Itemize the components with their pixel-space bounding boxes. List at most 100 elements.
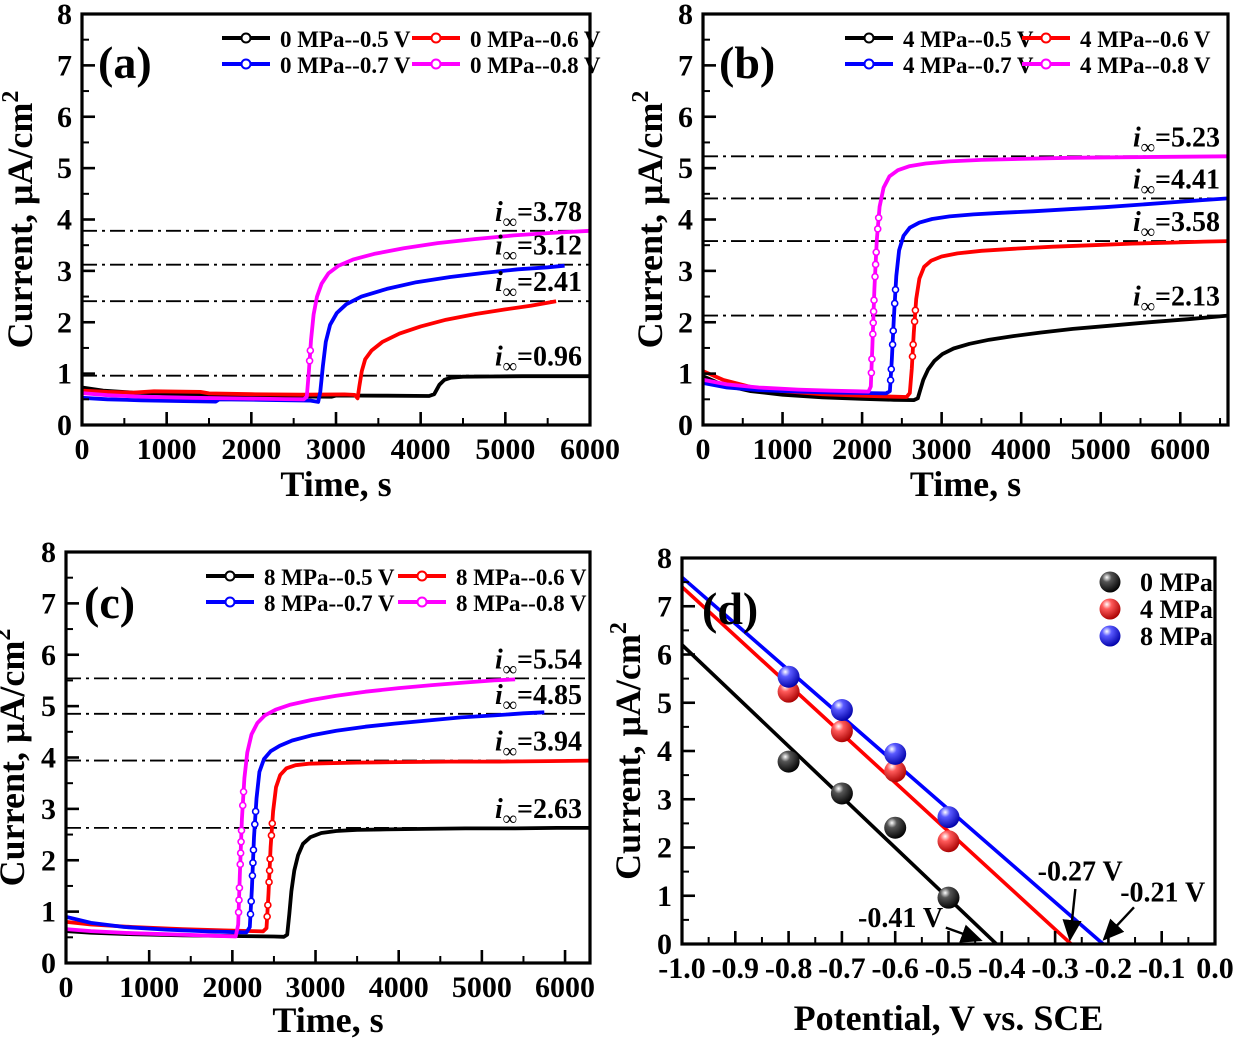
y-tick-label: 5	[41, 690, 56, 723]
series-marker	[235, 896, 243, 904]
iinf-label-3.58: i∞=3.58	[1133, 207, 1220, 243]
legend-marker	[430, 58, 442, 70]
series-line-0MPa--0.8V	[82, 228, 590, 402]
y-tick-label: 2	[57, 306, 72, 339]
y-tick-label: 1	[678, 358, 693, 391]
y-tick-label: 3	[57, 255, 72, 288]
y-tick-label: 5	[57, 152, 72, 185]
iinf-label-5.23: i∞=5.23	[1133, 122, 1220, 158]
panel-a: i∞=0.96i∞=2.41i∞=3.12i∞=3.780 1000 2000 300…	[0, 0, 620, 504]
x-tick-label: 2000	[202, 971, 262, 1004]
x-tick-label: -0.6	[871, 952, 919, 985]
iinf-label-0.96: i∞=0.96	[495, 342, 582, 378]
data-point-8MPa--0.5	[937, 806, 960, 829]
y-tick-label: 4	[678, 204, 693, 237]
series-line-0MPa--0.7V	[82, 263, 565, 404]
series-line-0MPa--0.5V	[82, 374, 590, 399]
legend-marker	[863, 32, 875, 44]
x-axis-title: Time, s	[910, 464, 1021, 504]
x-tick-label: -0.5	[925, 952, 973, 985]
data-point-4MPa--0.7	[830, 720, 853, 743]
x-tick-label: 0	[59, 971, 74, 1004]
legend-label: 4 MPa--0.5 V	[903, 27, 1034, 52]
iinf-label-2.13: i∞=2.13	[1133, 282, 1220, 318]
x-tick-label: 2000	[832, 433, 892, 466]
annotation-text: -0.27 V	[1038, 856, 1123, 887]
iinf-label-4.41: i∞=4.41	[1133, 164, 1220, 200]
series-marker	[234, 908, 243, 917]
fit-line-4MPa	[682, 585, 1073, 944]
y-tick-label: 3	[657, 783, 672, 816]
series-marker	[251, 807, 260, 816]
legend-marker	[224, 570, 236, 582]
iinf-label-3.78: i∞=3.78	[495, 197, 582, 233]
annotation-text: -0.21 V	[1120, 878, 1205, 909]
x-tick-label: -1.0	[658, 952, 706, 985]
series-marker	[235, 884, 244, 892]
series-marker	[263, 912, 271, 921]
legend-label: 4 MPa--0.8 V	[1080, 53, 1211, 78]
legend-label: 8 MPa--0.7 V	[264, 591, 395, 616]
y-tick-label: 0	[657, 928, 672, 961]
series-marker	[247, 897, 256, 906]
x-tick-label: -0.7	[818, 952, 866, 985]
plot-area	[66, 677, 590, 939]
legend-marker	[1040, 58, 1052, 70]
x-axis-title: Potential, V vs. SCE	[794, 998, 1104, 1038]
y-tick-label: 8	[41, 536, 56, 569]
y-tick-label: 7	[678, 49, 693, 82]
panel-letter-d: (d)	[702, 583, 758, 634]
y-tick-label: 8	[57, 0, 72, 31]
series-marker	[867, 368, 876, 377]
series-marker	[264, 901, 272, 909]
series-marker	[266, 855, 274, 863]
x-axis-title: Time, s	[280, 464, 391, 504]
legend-marker	[416, 570, 428, 582]
series-marker	[238, 801, 247, 810]
data-point-8MPa--0.6	[884, 742, 907, 765]
panel-b: i∞=2.13 i∞=3.58 i∞=4.41 i∞=5.23 0 1000 2000 300…	[628, 0, 1230, 504]
series-marker	[873, 225, 882, 233]
y-tick-label: 1	[41, 896, 56, 929]
series-line-4MPa--0.8V	[703, 154, 1228, 394]
data-point-4MPa--0.5	[937, 830, 960, 853]
data-point-4MPa--0.6	[884, 760, 907, 783]
legend-label: 0 MPa--0.7 V	[280, 53, 411, 78]
y-tick-label: 0	[57, 409, 72, 442]
series-marker	[249, 846, 258, 854]
y-tick-label: 2	[41, 844, 56, 877]
legend-sphere	[1099, 571, 1121, 593]
series-marker	[237, 837, 245, 846]
legend-label: 0 MPa--0.5 V	[280, 27, 411, 52]
legend-marker	[1040, 32, 1052, 44]
y-tick-label: 1	[57, 358, 72, 391]
panel-c: i∞=2.63 i∞=3.94 i∞=4.85i∞=5.54 0 1000 2000 300…	[0, 536, 595, 1039]
data-point-0MPa--0.6	[884, 816, 907, 839]
legend-label: 8 MPa--0.8 V	[456, 591, 587, 616]
series-marker	[236, 860, 245, 869]
series-marker	[248, 871, 257, 880]
legend-label: 4 MPa--0.6 V	[1080, 27, 1211, 52]
legend-marker	[224, 596, 236, 608]
plot-area	[682, 575, 1105, 944]
x-tick-label: 2000	[221, 433, 281, 466]
x-tick-label: -0.1	[1138, 952, 1186, 985]
x-tick-label: 5000	[475, 433, 535, 466]
y-tick-label: 8	[657, 542, 672, 575]
plot-area	[82, 228, 590, 404]
data-point-8MPa--0.7	[830, 698, 853, 721]
legend-label: 0 MPa--0.8 V	[470, 53, 601, 78]
series-marker	[249, 859, 257, 867]
y-tick-label: 1	[657, 880, 672, 913]
plot-area	[703, 154, 1228, 402]
legend-marker	[416, 596, 428, 608]
series-marker	[869, 307, 878, 316]
legend-marker	[240, 32, 252, 44]
x-tick-label: 0.0	[1196, 952, 1234, 985]
legend-sphere	[1099, 625, 1121, 647]
series-marker	[888, 340, 897, 349]
iinf-label-2.63: i∞=2.63	[495, 794, 582, 830]
legend-label: 0 MPa	[1140, 568, 1213, 597]
